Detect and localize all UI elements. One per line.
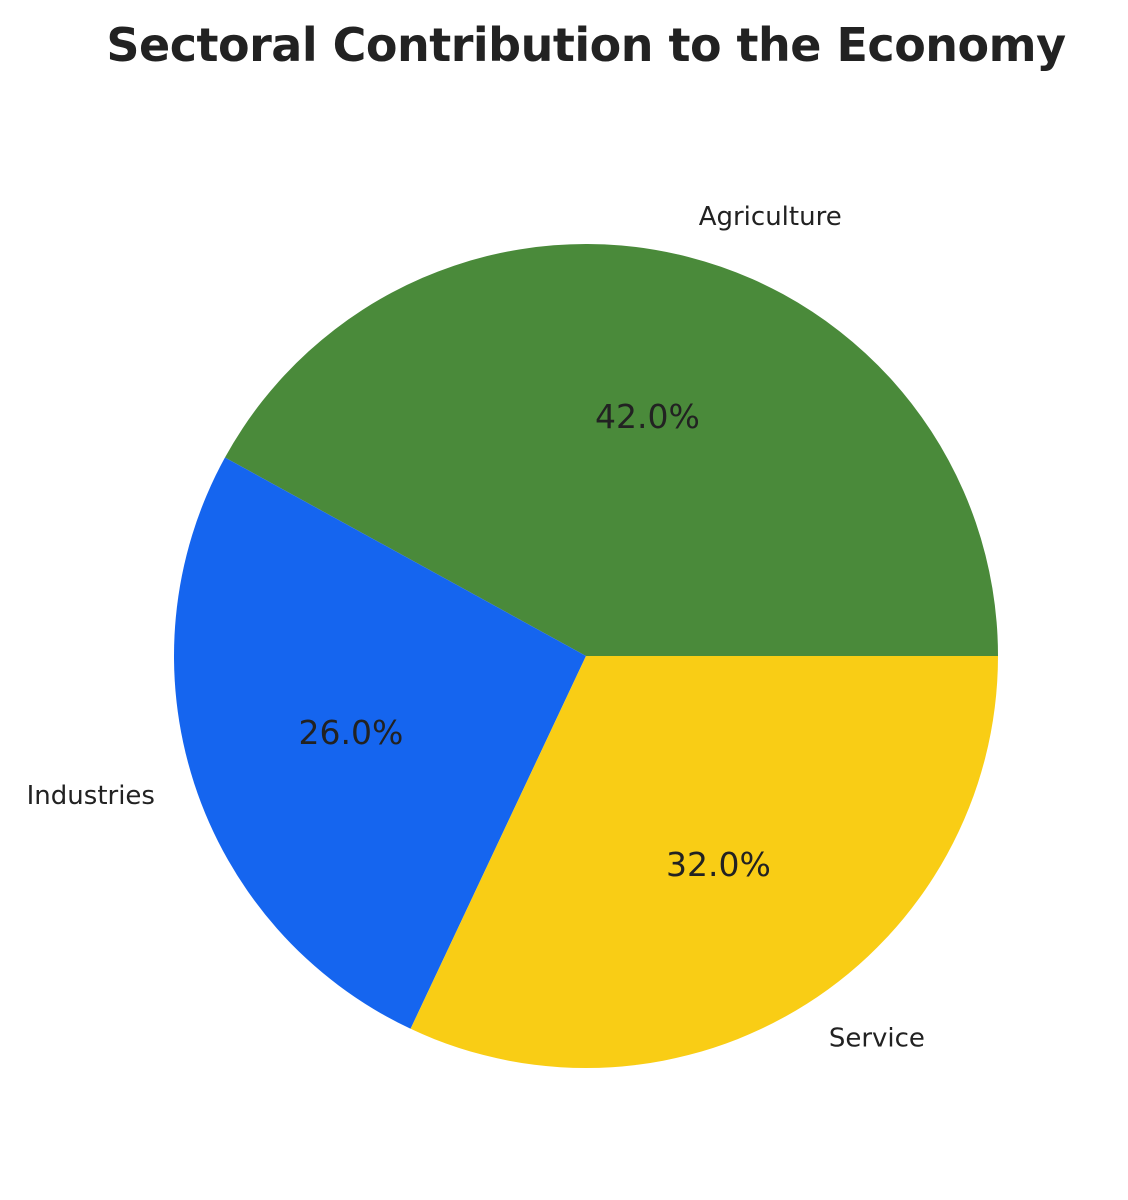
pie-slice-agriculture [224, 243, 999, 657]
category-label-agriculture: Agriculture [699, 202, 842, 232]
category-label-service: Service [829, 1024, 925, 1054]
chart-title: Sectoral Contribution to the Economy [106, 18, 1066, 72]
percent-label-agriculture: 42.0% [595, 397, 700, 436]
pie-slices [173, 243, 999, 1069]
pie-slice-industries [173, 457, 586, 1029]
percent-label-service: 32.0% [666, 845, 771, 884]
pie-labels: 42.0% Agriculture 26.0% Industries 32.0% Serv… [27, 202, 925, 1054]
percent-label-industries: 26.0% [298, 713, 403, 752]
category-label-industries: Industries [27, 781, 155, 811]
pie-slice-service [410, 656, 999, 1069]
